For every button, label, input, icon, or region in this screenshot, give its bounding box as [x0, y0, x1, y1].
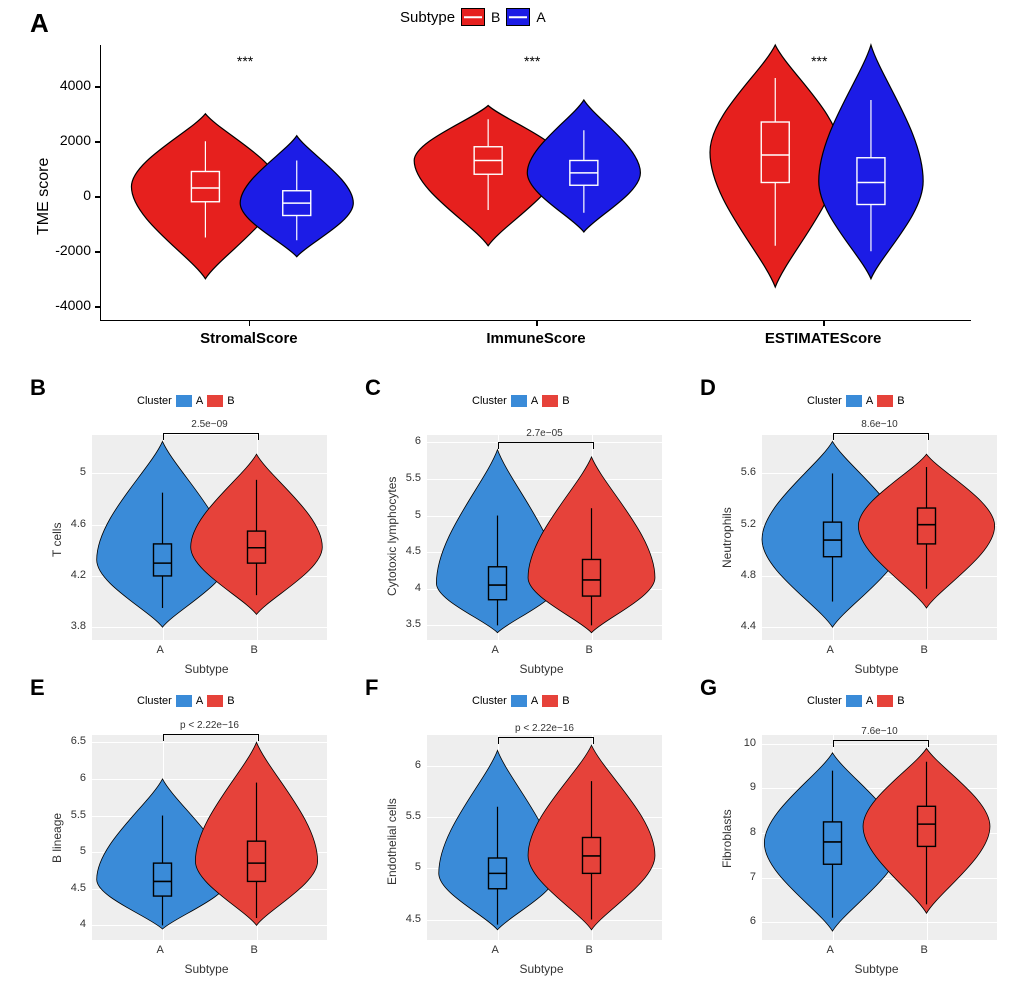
pvalue: p < 2.22e−16 [498, 723, 592, 734]
xtick: B [921, 644, 928, 656]
ytick: 4 [56, 918, 86, 930]
xtick: B [921, 944, 928, 956]
xlabel: Subtype [855, 662, 899, 676]
ytick: 7 [726, 871, 756, 883]
ylabel: T cells [50, 523, 64, 557]
xtick: A [157, 644, 164, 656]
plot-E: 44.555.566.5ABSubtypeB lineagep < 2.22e−… [92, 735, 327, 940]
legend-small: Cluster A B [137, 695, 235, 707]
ytick: 4.5 [56, 882, 86, 894]
figure: A Subtype B A -4000-2000020004000Stromal… [0, 0, 1020, 997]
ytick-A: 2000 [36, 132, 91, 148]
ytick: 5.6 [726, 466, 756, 478]
panel-label-C: C [365, 375, 381, 401]
xlabel: Subtype [520, 962, 564, 976]
xtick: B [251, 944, 258, 956]
xtick: B [586, 644, 593, 656]
legend-title: Subtype [400, 9, 455, 26]
xtick: B [251, 644, 258, 656]
xtick: A [157, 944, 164, 956]
ytick: 3.5 [391, 618, 421, 630]
plot-D: 4.44.85.25.6ABSubtypeNeutrophils8.6e−10 [762, 435, 997, 640]
legend-label-B: B [491, 9, 500, 25]
legend-small: Cluster A B [807, 395, 905, 407]
ytick-A: 4000 [36, 77, 91, 93]
xtick: B [586, 944, 593, 956]
plot-A: -4000-2000020004000StromalScore***Immune… [100, 45, 971, 321]
pvalue: 2.5e−09 [163, 419, 257, 430]
plot-F: 4.555.56ABSubtypeEndothelial cellsp < 2.… [427, 735, 662, 940]
legend-swatch-A [506, 8, 530, 26]
ytick: 6 [391, 435, 421, 447]
ytick-A: -4000 [36, 297, 91, 313]
xlabel: Subtype [855, 962, 899, 976]
panel-label-A: A [30, 8, 49, 39]
ytick: 3.8 [56, 620, 86, 632]
ytick: 6 [726, 915, 756, 927]
ytick: 4.8 [726, 569, 756, 581]
ylabel-A: TME score [35, 158, 53, 235]
xtick: A [827, 944, 834, 956]
panel-label-B: B [30, 375, 46, 401]
panel-label-E: E [30, 675, 45, 701]
panel-label-F: F [365, 675, 378, 701]
pvalue: p < 2.22e−16 [163, 720, 257, 731]
legend-A: Subtype B A [400, 8, 546, 26]
legend-small: Cluster A B [807, 695, 905, 707]
xcat-A: ImmuneScore [476, 330, 596, 347]
ylabel: Fibroblasts [720, 810, 734, 869]
pvalue: 8.6e−10 [833, 419, 927, 430]
ylabel: Cytotoxic lymphocytes [385, 477, 399, 596]
ytick-A: -2000 [36, 242, 91, 258]
ylabel: B lineage [50, 813, 64, 863]
ytick: 4.4 [726, 620, 756, 632]
xlabel: Subtype [185, 962, 229, 976]
ytick: 10 [726, 737, 756, 749]
xlabel: Subtype [520, 662, 564, 676]
xtick: A [492, 944, 499, 956]
legend-swatch-B [461, 8, 485, 26]
ytick: 4.2 [56, 569, 86, 581]
plot-G: 678910ABSubtypeFibroblasts7.6e−10 [762, 735, 997, 940]
legend-label-A: A [536, 9, 545, 25]
legend-small: Cluster A B [472, 695, 570, 707]
ytick: 9 [726, 781, 756, 793]
xcat-A: StromalScore [189, 330, 309, 347]
ylabel: Endothelial cells [385, 798, 399, 885]
plot-B: 3.84.24.65ABSubtypeT cells2.5e−09 [92, 435, 327, 640]
ytick: 6 [56, 772, 86, 784]
plot-C: 3.544.555.56ABSubtypeCytotoxic lymphocyt… [427, 435, 662, 640]
xlabel: Subtype [185, 662, 229, 676]
ylabel: Neutrophils [720, 508, 734, 569]
panel-label-D: D [700, 375, 716, 401]
legend-small: Cluster A B [472, 395, 570, 407]
ytick: 5 [56, 466, 86, 478]
legend-small: Cluster A B [137, 395, 235, 407]
xtick: A [492, 644, 499, 656]
ytick: 6.5 [56, 735, 86, 747]
ytick: 6 [391, 759, 421, 771]
ytick: 4.5 [391, 913, 421, 925]
xtick: A [827, 644, 834, 656]
panel-label-G: G [700, 675, 717, 701]
xcat-A: ESTIMATEScore [763, 330, 883, 347]
